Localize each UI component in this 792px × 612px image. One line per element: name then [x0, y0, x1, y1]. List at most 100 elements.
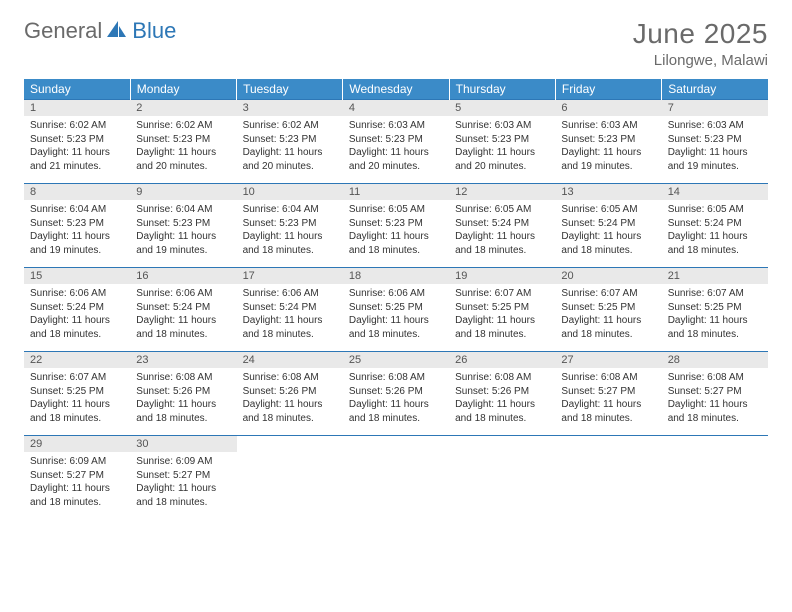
- sunrise-line: Sunrise: 6:03 AM: [561, 120, 637, 131]
- day-cell: 22Sunrise: 6:07 AMSunset: 5:25 PMDayligh…: [24, 352, 130, 436]
- empty-cell: [555, 436, 661, 520]
- empty-cell: [662, 436, 768, 520]
- day-cell: 14Sunrise: 6:05 AMSunset: 5:24 PMDayligh…: [662, 184, 768, 268]
- day-cell: 12Sunrise: 6:05 AMSunset: 5:24 PMDayligh…: [449, 184, 555, 268]
- daylight-line: Daylight: 11 hours and 18 minutes.: [455, 399, 535, 424]
- daylight-line: Daylight: 11 hours and 18 minutes.: [136, 315, 216, 340]
- day-content: Sunrise: 6:08 AMSunset: 5:26 PMDaylight:…: [449, 368, 555, 435]
- daylight-line: Daylight: 11 hours and 18 minutes.: [349, 231, 429, 256]
- day-number: 30: [130, 436, 236, 452]
- day-content: Sunrise: 6:05 AMSunset: 5:23 PMDaylight:…: [343, 200, 449, 267]
- day-cell: 11Sunrise: 6:05 AMSunset: 5:23 PMDayligh…: [343, 184, 449, 268]
- daylight-line: Daylight: 11 hours and 18 minutes.: [30, 483, 110, 508]
- title-block: June 2025 Lilongwe, Malawi: [633, 18, 768, 69]
- day-number: 17: [237, 268, 343, 284]
- weekday-header: Wednesday: [343, 79, 449, 100]
- sunset-line: Sunset: 5:23 PM: [243, 134, 317, 145]
- daylight-line: Daylight: 11 hours and 20 minutes.: [349, 147, 429, 172]
- sunset-line: Sunset: 5:24 PM: [243, 302, 317, 313]
- day-number: 21: [662, 268, 768, 284]
- day-number: 3: [237, 100, 343, 116]
- day-content: Sunrise: 6:05 AMSunset: 5:24 PMDaylight:…: [449, 200, 555, 267]
- daylight-line: Daylight: 11 hours and 20 minutes.: [136, 147, 216, 172]
- day-number: 10: [237, 184, 343, 200]
- sunset-line: Sunset: 5:23 PM: [668, 134, 742, 145]
- calendar-grid: Sunday Monday Tuesday Wednesday Thursday…: [24, 79, 768, 519]
- day-cell: 10Sunrise: 6:04 AMSunset: 5:23 PMDayligh…: [237, 184, 343, 268]
- sunset-line: Sunset: 5:25 PM: [30, 386, 104, 397]
- sunset-line: Sunset: 5:27 PM: [668, 386, 742, 397]
- day-content: Sunrise: 6:06 AMSunset: 5:24 PMDaylight:…: [237, 284, 343, 351]
- sunrise-line: Sunrise: 6:08 AM: [561, 372, 637, 383]
- day-number: 29: [24, 436, 130, 452]
- daylight-line: Daylight: 11 hours and 18 minutes.: [349, 315, 429, 340]
- weekday-header: Sunday: [24, 79, 130, 100]
- daylight-line: Daylight: 11 hours and 18 minutes.: [30, 315, 110, 340]
- day-cell: 3 Sunrise: 6:02 AM Sunset: 5:23 PM Daylight…: [237, 100, 343, 184]
- sunset-line: Sunset: 5:23 PM: [561, 134, 635, 145]
- daylight-line: Daylight: 11 hours and 18 minutes.: [243, 399, 323, 424]
- day-cell: 29Sunrise: 6:09 AMSunset: 5:27 PMDayligh…: [24, 436, 130, 520]
- day-cell: 15Sunrise: 6:06 AMSunset: 5:24 PMDayligh…: [24, 268, 130, 352]
- week-row: 15 Sunrise: 6:06 AM Sunset: 5:24 PM Dayligh…: [24, 268, 768, 352]
- day-content: Sunrise: 6:06 AM Sunset: 5:24 PM Daylight:…: [130, 284, 236, 351]
- sunrise-line: Sunrise: 6:07 AM: [668, 288, 744, 299]
- day-number: 1: [24, 100, 130, 116]
- day-number: 14: [662, 184, 768, 200]
- sunrise-line: Sunrise: 6:04 AM: [136, 204, 212, 215]
- day-content: Sunrise: 6:07 AMSunset: 5:25 PMDaylight:…: [555, 284, 661, 351]
- day-number: 15: [24, 268, 130, 284]
- empty-cell: [343, 436, 449, 520]
- weekday-header: Thursday: [449, 79, 555, 100]
- sunrise-line: Sunrise: 6:08 AM: [136, 372, 212, 383]
- day-content: Sunrise: 6:04 AMSunset: 5:23 PMDaylight:…: [130, 200, 236, 267]
- calendar-page: General Blue June 2025 Lilongwe, Malawi …: [0, 0, 792, 537]
- day-cell: 28Sunrise: 6:08 AMSunset: 5:27 PMDayligh…: [662, 352, 768, 436]
- sunrise-line: Sunrise: 6:03 AM: [668, 120, 744, 131]
- sunrise-line: Sunrise: 6:07 AM: [561, 288, 637, 299]
- day-number: 25: [343, 352, 449, 368]
- day-number: 28: [662, 352, 768, 368]
- weekday-header: Saturday: [662, 79, 768, 100]
- day-content: Sunrise: 6:07 AMSunset: 5:25 PMDaylight:…: [662, 284, 768, 351]
- sunset-line: Sunset: 5:24 PM: [30, 302, 104, 313]
- sunset-line: Sunset: 5:27 PM: [30, 470, 104, 481]
- sunrise-line: Sunrise: 6:06 AM: [136, 288, 212, 299]
- sunrise-line: Sunrise: 6:08 AM: [668, 372, 744, 383]
- day-cell: 27Sunrise: 6:08 AMSunset: 5:27 PMDayligh…: [555, 352, 661, 436]
- day-number: 23: [130, 352, 236, 368]
- day-number: 11: [343, 184, 449, 200]
- day-number: 2: [130, 100, 236, 116]
- day-content: Sunrise: 6:09 AMSunset: 5:27 PMDaylight:…: [24, 452, 130, 519]
- day-number: 22: [24, 352, 130, 368]
- sunset-line: Sunset: 5:25 PM: [561, 302, 635, 313]
- day-content: Sunrise: 6:08 AMSunset: 5:27 PMDaylight:…: [555, 368, 661, 435]
- weekday-header: Tuesday: [237, 79, 343, 100]
- day-number: 24: [237, 352, 343, 368]
- day-content: Sunrise: 6:04 AMSunset: 5:23 PMDaylight:…: [24, 200, 130, 267]
- day-number: 18: [343, 268, 449, 284]
- sunset-line: Sunset: 5:24 PM: [136, 302, 210, 313]
- daylight-line: Daylight: 11 hours and 19 minutes.: [668, 147, 748, 172]
- day-cell: 23Sunrise: 6:08 AMSunset: 5:26 PMDayligh…: [130, 352, 236, 436]
- daylight-line: Daylight: 11 hours and 18 minutes.: [561, 231, 641, 256]
- day-cell: 16 Sunrise: 6:06 AM Sunset: 5:24 PM Dayligh…: [130, 268, 236, 352]
- day-cell: 26Sunrise: 6:08 AMSunset: 5:26 PMDayligh…: [449, 352, 555, 436]
- sunset-line: Sunset: 5:23 PM: [349, 218, 423, 229]
- sunrise-line: Sunrise: 6:02 AM: [243, 120, 319, 131]
- sunrise-line: Sunrise: 6:08 AM: [455, 372, 531, 383]
- logo-word-1: General: [24, 18, 102, 44]
- sunset-line: Sunset: 5:24 PM: [561, 218, 635, 229]
- day-number: 8: [24, 184, 130, 200]
- day-number: 16: [130, 268, 236, 284]
- day-content: Sunrise: 6:09 AMSunset: 5:27 PMDaylight:…: [130, 452, 236, 519]
- daylight-line: Daylight: 11 hours and 19 minutes.: [561, 147, 641, 172]
- day-cell: 6Sunrise: 6:03 AMSunset: 5:23 PMDaylight…: [555, 100, 661, 184]
- daylight-line: Daylight: 11 hours and 19 minutes.: [136, 231, 216, 256]
- day-content: Sunrise: 6:03 AMSunset: 5:23 PMDaylight:…: [449, 116, 555, 183]
- day-content: Sunrise: 6:07 AMSunset: 5:25 PMDaylight:…: [24, 368, 130, 435]
- day-content: Sunrise: 6:05 AMSunset: 5:24 PMDaylight:…: [555, 200, 661, 267]
- sunset-line: Sunset: 5:23 PM: [30, 134, 104, 145]
- day-number: 5: [449, 100, 555, 116]
- daylight-line: Daylight: 11 hours and 20 minutes.: [243, 147, 323, 172]
